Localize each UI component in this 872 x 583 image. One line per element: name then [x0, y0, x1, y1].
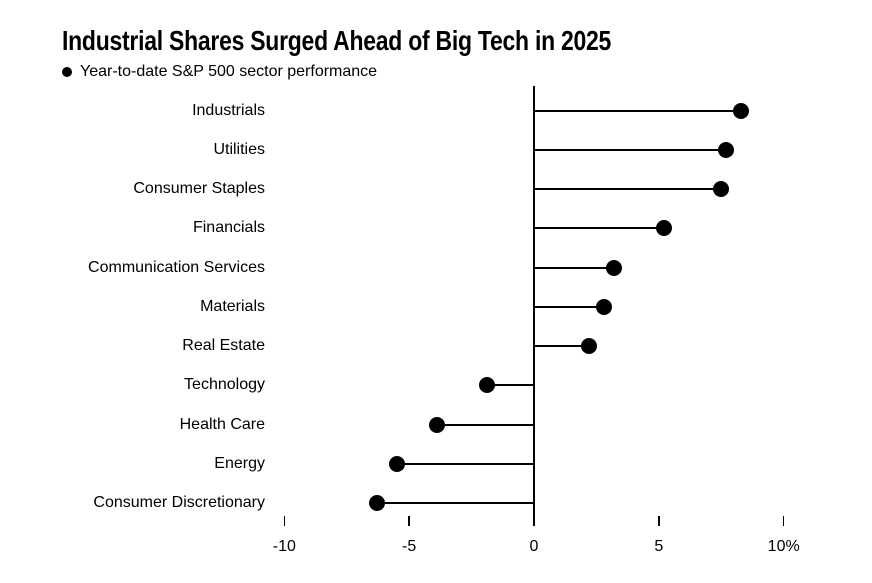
lollipop-dot	[605, 259, 622, 276]
category-label: Communication Services	[88, 258, 265, 276]
category-label: Real Estate	[182, 337, 265, 354]
lollipop-dot	[713, 181, 730, 197]
lollipop-stem	[534, 109, 742, 112]
axis-tick-mark	[283, 516, 286, 526]
lollipop-dot	[580, 338, 597, 354]
lollipop-dot	[718, 141, 735, 158]
lollipop-dot	[655, 220, 672, 237]
lollipop-dot	[478, 377, 495, 394]
axis-tick-label: -5	[402, 538, 417, 555]
lollipop-dot	[388, 455, 405, 472]
category-label: Consumer Staples	[133, 180, 265, 197]
lollipop-stem	[534, 188, 722, 190]
legend-dot-icon	[62, 66, 72, 77]
axis-tick-label: 0	[529, 538, 539, 555]
axis-tick-mark	[533, 516, 535, 526]
lollipop-dot	[595, 298, 612, 315]
lollipop-stem	[396, 462, 534, 465]
axis-tick-mark	[408, 516, 410, 526]
lollipop-dot	[733, 102, 750, 119]
lollipop-stem	[534, 148, 727, 151]
lollipop-stem	[534, 266, 614, 269]
chart-legend: Year-to-date S&P 500 sector performance	[62, 62, 377, 81]
category-label: Materials	[200, 297, 265, 315]
category-label: Financials	[192, 219, 265, 237]
category-label: Industrials	[192, 101, 265, 119]
lollipop-stem	[534, 227, 664, 230]
category-label: Energy	[214, 454, 265, 472]
axis-tick-label: 5	[654, 538, 664, 555]
category-label: Technology	[184, 376, 265, 394]
lollipop-dot	[368, 495, 385, 511]
lollipop-stem	[376, 502, 534, 504]
lollipop-stem	[534, 305, 604, 308]
lollipop-dot	[428, 416, 445, 433]
axis-tick-label: 10%	[767, 538, 800, 555]
axis-tick-mark	[658, 516, 660, 526]
chart-title: Industrial Shares Surged Ahead of Big Te…	[62, 25, 612, 56]
category-label: Health Care	[179, 415, 265, 433]
lollipop-stem	[534, 345, 589, 347]
category-label: Utilities	[213, 140, 265, 158]
legend-label: Year-to-date S&P 500 sector performance	[80, 63, 378, 80]
category-label: Consumer Discretionary	[93, 494, 265, 511]
axis-tick-label: -10	[272, 538, 296, 555]
lollipop-stem	[436, 423, 534, 426]
axis-tick-mark	[782, 516, 785, 526]
lollipop-stem	[486, 384, 534, 387]
